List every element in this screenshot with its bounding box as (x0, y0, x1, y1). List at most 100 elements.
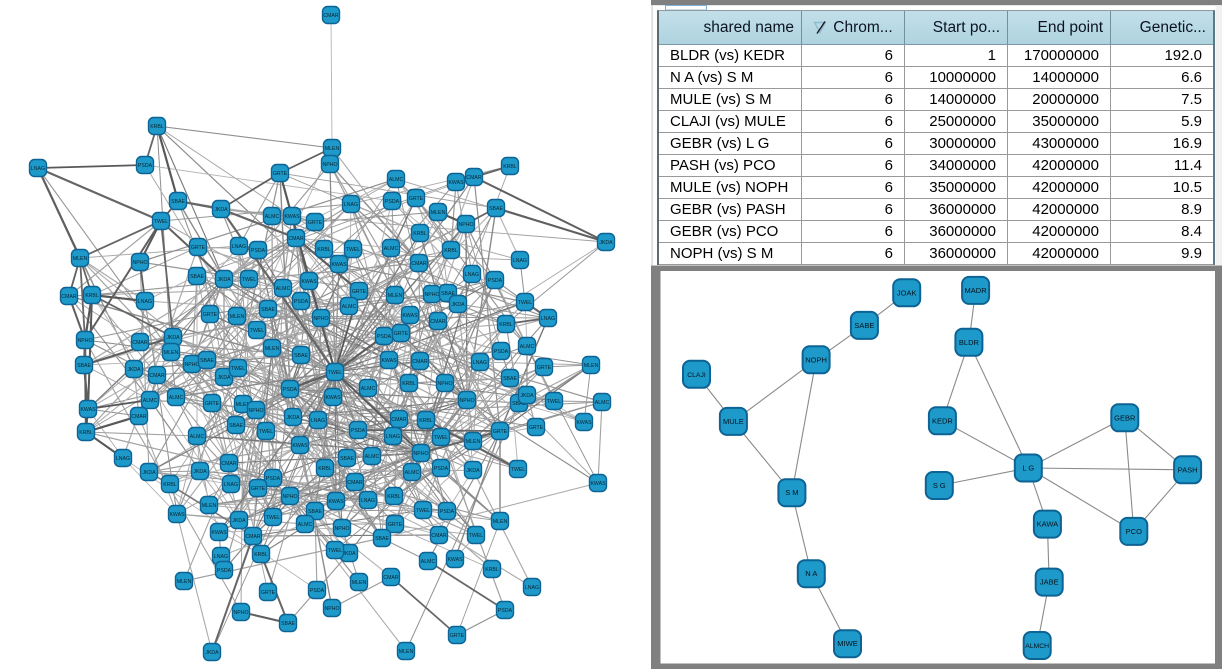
svg-text:TWEL: TWEL (259, 429, 274, 435)
svg-text:SBAE: SBAE (375, 536, 389, 542)
svg-text:KWAS: KWAS (301, 279, 317, 285)
svg-text:MLEN: MLEN (73, 256, 88, 262)
svg-text:MLEN: MLEN (493, 519, 508, 525)
svg-text:S G: S G (933, 481, 946, 490)
svg-text:ALMC: ALMC (298, 522, 313, 528)
svg-text:GRTE: GRTE (529, 425, 544, 431)
svg-text:JKDA: JKDA (142, 470, 156, 476)
svg-text:KWAS: KWAS (402, 313, 418, 319)
svg-text:GRTE: GRTE (450, 633, 465, 639)
svg-text:SBAE: SBAE (512, 401, 526, 407)
svg-text:MLEN: MLEN (202, 503, 217, 509)
svg-text:GRTE: GRTE (191, 245, 206, 251)
svg-text:PCO: PCO (1126, 527, 1142, 536)
svg-text:PSDA: PSDA (217, 568, 232, 574)
svg-text:ALMC: ALMC (169, 395, 184, 401)
svg-text:GRTE: GRTE (203, 312, 218, 318)
svg-text:ALMC: ALMC (520, 344, 535, 350)
svg-text:SBAE: SBAE (77, 363, 91, 369)
svg-text:TWEL: TWEL (266, 515, 281, 521)
svg-text:LNAG: LNAG (116, 456, 130, 462)
svg-text:NOPH: NOPH (805, 355, 827, 364)
svg-text:KWAS: KWAS (211, 530, 227, 536)
svg-text:CMAR: CMAR (347, 480, 363, 486)
svg-text:GRTE: GRTE (261, 590, 276, 596)
svg-text:KRBL: KRBL (317, 247, 331, 253)
svg-text:LNAG: LNAG (386, 434, 400, 440)
svg-text:GRTE: GRTE (352, 289, 367, 295)
svg-text:CMAR: CMAR (412, 359, 428, 365)
svg-text:PSDA: PSDA (266, 476, 281, 482)
svg-text:GRTE: GRTE (205, 401, 220, 407)
svg-text:ALMC: ALMC (265, 214, 280, 220)
svg-text:PSDA: PSDA (440, 509, 455, 515)
svg-text:GRTE: GRTE (273, 171, 288, 177)
svg-text:JOAK: JOAK (897, 288, 917, 297)
svg-text:LNAG: LNAG (311, 418, 325, 424)
svg-text:CMAR: CMAR (391, 417, 407, 423)
svg-text:L G: L G (1022, 464, 1034, 473)
svg-text:KWAS: KWAS (80, 407, 96, 413)
svg-text:TWEL: TWEL (511, 467, 526, 473)
svg-text:NPHO: NPHO (283, 494, 298, 500)
svg-text:NPHO: NPHO (314, 316, 329, 322)
svg-text:TWEL: TWEL (250, 328, 265, 334)
svg-text:PSDA: PSDA (494, 349, 509, 355)
svg-text:N A: N A (805, 569, 817, 578)
svg-text:JKDA: JKDA (466, 468, 480, 474)
svg-text:KWAS: KWAS (169, 512, 185, 518)
svg-text:SBAE: SBAE (489, 206, 503, 212)
svg-text:LNAG: LNAG (473, 360, 487, 366)
svg-text:KRBL: KRBL (79, 430, 93, 436)
svg-text:MLEN: MLEN (230, 314, 245, 320)
svg-text:JKDA: JKDA (217, 277, 231, 283)
svg-text:JKDA: JKDA (451, 302, 465, 308)
svg-text:KWAS: KWAS (292, 443, 308, 449)
svg-text:PSDA: PSDA (498, 608, 513, 614)
svg-text:TWEL: TWEL (434, 435, 449, 441)
svg-text:LNAG: LNAG (138, 299, 152, 305)
svg-text:BLDR: BLDR (959, 338, 980, 347)
svg-text:KRBL: KRBL (413, 231, 427, 237)
svg-text:JKDA: JKDA (193, 469, 207, 475)
svg-text:NPHO: NPHO (459, 222, 474, 228)
svg-text:KWAS: KWAS (590, 481, 606, 487)
svg-text:SBAE: SBAE (294, 353, 308, 359)
svg-text:LNAG: LNAG (465, 272, 479, 278)
svg-text:NPHO: NPHO (133, 260, 148, 266)
svg-text:MIWE: MIWE (837, 639, 857, 648)
svg-text:CLAJI: CLAJI (687, 372, 706, 379)
svg-text:PSDA: PSDA (251, 248, 266, 254)
svg-text:SBAE: SBAE (281, 621, 295, 627)
svg-text:CMAR: CMAR (323, 13, 339, 19)
svg-text:SBAE: SBAE (171, 199, 185, 205)
svg-text:PSDA: PSDA (294, 299, 309, 305)
svg-text:KWAS: KWAS (284, 214, 300, 220)
svg-text:LNAG: LNAG (361, 498, 375, 504)
svg-text:MULE: MULE (723, 417, 744, 426)
svg-text:CMAR: CMAR (131, 414, 147, 420)
svg-text:NPHO: NPHO (425, 292, 440, 298)
svg-text:KRBL: KRBL (387, 494, 401, 500)
svg-text:ALMC: ALMC (595, 400, 610, 406)
svg-text:CMAR: CMAR (411, 261, 427, 267)
svg-text:SBAE: SBAE (441, 291, 455, 297)
svg-text:ALMC: ALMC (405, 470, 420, 476)
svg-text:KWAS: KWAS (447, 557, 463, 563)
svg-text:LNAG: LNAG (513, 258, 527, 264)
svg-text:SBAE: SBAE (308, 509, 322, 515)
svg-text:MLEN: MLEN (265, 346, 280, 352)
svg-text:TWEL: TWEL (416, 508, 431, 514)
svg-text:CMAR: CMAR (132, 340, 148, 346)
svg-text:PSDA: PSDA (377, 334, 392, 340)
svg-text:TWEL: TWEL (469, 533, 484, 539)
svg-text:KWAS: KWAS (325, 395, 341, 401)
svg-text:JKDA: JKDA (342, 551, 356, 557)
svg-text:CMAR: CMAR (383, 575, 399, 581)
svg-text:PSDA: PSDA (310, 588, 325, 594)
svg-text:MLEN: MLEN (388, 293, 403, 299)
svg-text:ALMC: ALMC (361, 386, 376, 392)
svg-text:GRTE: GRTE (394, 331, 409, 337)
svg-text:LNAG: LNAG (525, 585, 539, 591)
svg-text:MADR: MADR (965, 286, 988, 295)
